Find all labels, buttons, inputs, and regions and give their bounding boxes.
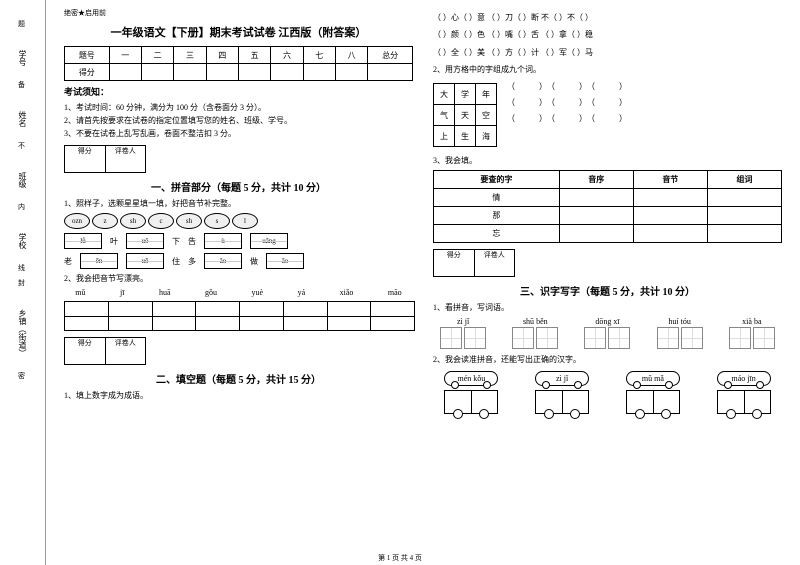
idiom-line-2: （ ）颜（ ）色 （ ）嘴（ ）舌 （ ）拿（ ）稳 — [433, 28, 782, 42]
notice-2: 2、请首先按要求在试卷的指定位置填写您的姓名、班级、学号。 — [64, 115, 413, 126]
binding-char-4: 线 — [19, 264, 27, 279]
scorer-box-3: 得分 评卷人 — [433, 249, 515, 277]
idiom-line-3: （ ）全（ ）美 （ ）方（ ）计 （ ）军（ ）马 — [433, 46, 782, 60]
q1-1: 1、照样子，选颗星星填一填，好把音节补完整。 — [64, 198, 413, 209]
score-id: 题号 — [65, 47, 110, 64]
cloud-row: mén kǒu zì jǐ mǔ mǎ máo jīn — [433, 371, 782, 414]
binding-char-1: 备 — [19, 81, 27, 96]
q2-2: 2、用方格中的字组成九个词。 — [433, 64, 782, 75]
section-2-title: 二、填空题（每题 5 分，共计 15 分） — [64, 371, 413, 386]
star-ovals: ozn z sh c sh s l — [64, 213, 413, 229]
notice-1: 1、考试时间：60 分钟，满分为 100 分（含卷面分 3 分）。 — [64, 102, 413, 113]
section-3-title: 三、识字写字（每题 5 分，共计 10 分） — [433, 283, 782, 298]
binding-top-char: 题 — [19, 20, 27, 35]
binding-label-1: 姓名 — [17, 111, 28, 127]
pinyin-row-1: lǜ 叶 uǒ 下 告 ù uāng — [64, 233, 413, 249]
word-answer-area: （ ） （ ） （ ） （ ） （ ） （ ） （ ） （ ） （ ） — [507, 79, 627, 127]
q3-2: 2、我会读准拼音，还能写出正确的汉字。 — [433, 354, 782, 365]
q3-1: 1、看拼音，写词语。 — [433, 302, 782, 313]
q2-3: 3、我会填。 — [433, 155, 782, 166]
binding-label-2: 班级 — [17, 172, 28, 188]
notice-3: 3、不要在试卷上乱写乱画，卷面不整洁扣 3 分。 — [64, 128, 413, 139]
lookup-table: 要查的字 音序 音节 组词 情 那 忘 — [433, 170, 782, 243]
notice-head: 考试须知： — [64, 85, 413, 98]
paper-title: 一年级语文【下册】期末考试试卷 江西版（附答案） — [64, 24, 413, 40]
cloud-1: mén kǒu — [444, 371, 498, 414]
binding-char-5: 封 — [19, 279, 27, 294]
cloud-2: zì jǐ — [535, 371, 589, 414]
binding-label-4: 乡镇（街道） — [17, 309, 28, 357]
binding-label-0: 学号 — [17, 50, 28, 66]
cloud-3: mǔ mǎ — [626, 371, 680, 414]
notice-list: 1、考试时间：60 分钟，满分为 100 分（含卷面分 3 分）。 2、请首先按… — [64, 102, 413, 139]
binding-char-6: 密 — [19, 372, 27, 387]
right-column: （ ）心（ ）意 （ ）刀（ ）断 不（ ）不（ ） （ ）颜（ ）色 （ ）嘴… — [423, 8, 792, 561]
idiom-line-1: （ ）心（ ）意 （ ）刀（ ）断 不（ ）不（ ） — [433, 11, 782, 25]
binding-char-3: 内 — [19, 203, 27, 218]
confidential-mark: 绝密★启用前 — [64, 8, 413, 18]
page-footer: 第 1 页 共 4 页 — [0, 553, 800, 563]
main-content: 绝密★启用前 一年级语文【下册】期末考试试卷 江西版（附答案） 题号 一 二 三… — [46, 0, 800, 565]
word-row: zì jǐ shū běn dōng xī huí tóu xià ba — [433, 317, 782, 350]
writing-grid — [64, 301, 415, 331]
cloud-4: máo jīn — [717, 371, 771, 414]
q1-2-pinyin: mǔ jī huā gǒu yuè yá xiǎo māo — [64, 288, 413, 297]
left-column: 绝密★启用前 一年级语文【下册】期末考试试卷 江西版（附答案） 题号 一 二 三… — [54, 8, 423, 561]
score-table: 题号 一 二 三 四 五 六 七 八 总分 得分 — [64, 46, 413, 81]
section-1-title: 一、拼音部分（每题 5 分，共计 10 分） — [64, 179, 413, 194]
q1-2: 2、我会把音节写漂亮。 — [64, 273, 413, 284]
scorer-box-1: 得分 评卷人 — [64, 145, 146, 173]
scorer-box-2: 得分 评卷人 — [64, 337, 146, 365]
binding-char-2: 不 — [19, 142, 27, 157]
binding-margin: 题 学号 备 姓名 不 班级 内 学校 线 封 乡镇（街道） 密 — [0, 0, 46, 565]
pinyin-row-2: 老 ēn uō 住 多 ǎo 做 ǎo — [64, 253, 413, 269]
binding-label-3: 学校 — [17, 233, 28, 249]
char-grid-left: 大学年 气天空 上生海 — [433, 83, 497, 147]
q2-1: 1、填上数字成为成语。 — [64, 390, 413, 401]
